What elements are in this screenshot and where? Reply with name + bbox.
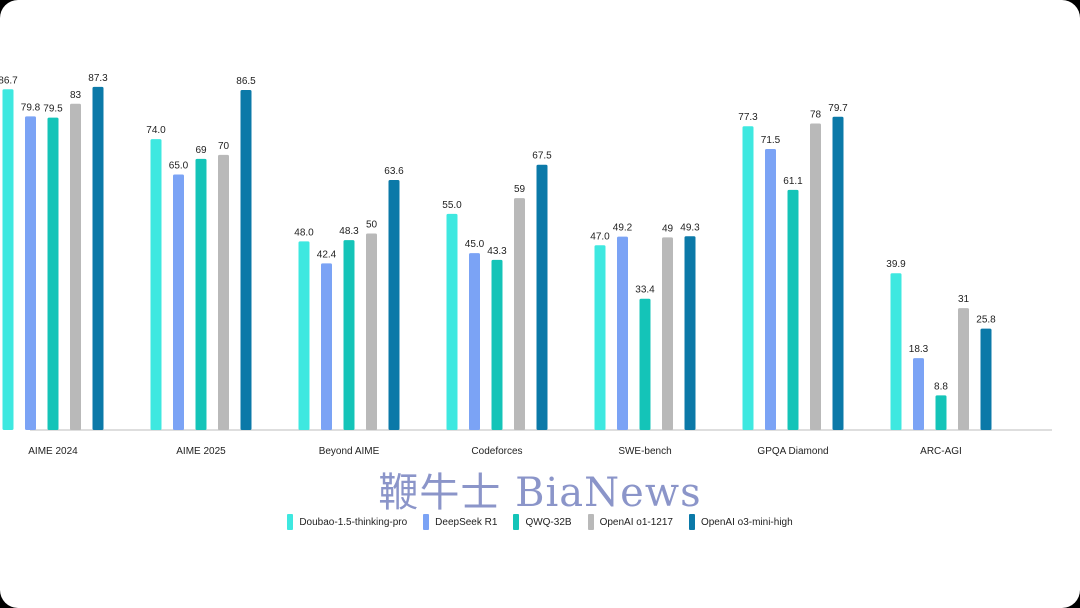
bar-2-3 [366,233,377,430]
data-label-6-3: 31 [958,294,970,305]
data-label-0-1: 79.8 [21,102,41,113]
category-label-2: Beyond AIME [319,446,380,457]
data-label-0-4: 87.3 [88,73,108,84]
bar-0-0 [2,89,14,431]
bar-2-1 [321,263,332,430]
category-label-0: AIME 2024 [28,446,78,457]
bar-chart: 86.7 79.8 79.5 83 87.3 AIME 2024 74.0 65.0 69 70 8… [0,73,1052,457]
data-label-1-1: 65.0 [169,161,189,172]
legend-label-0: Doubao-1.5-thinking-pro [299,516,408,528]
data-label-2-1: 42.4 [317,249,337,260]
data-label-1-0: 74.0 [146,125,166,136]
data-label-4-2: 33.4 [635,285,655,296]
data-label-3-4: 67.5 [532,151,552,162]
bar-1-0 [150,139,162,430]
data-label-6-0: 39.9 [886,259,906,270]
bar-1-3 [218,154,229,430]
legend-label-2: QWQ-32B [525,516,572,528]
bar-5-2 [787,189,799,430]
legend-label-1: DeepSeek R1 [435,516,498,528]
data-label-5-3: 78 [810,109,822,120]
data-label-2-0: 48.0 [294,227,314,238]
bar-2-2 [343,240,355,430]
legend-swatch-1 [423,514,430,530]
legend-label-4: OpenAI o3-mini-high [700,516,793,528]
data-label-1-4: 86.5 [236,76,256,87]
bar-5-3 [810,123,821,431]
legend-item-0: Doubao-1.5-thinking-pro [287,514,407,530]
legend: Doubao-1.5-thinking-pro DeepSeek R1 QWQ-32… [0,514,1080,530]
data-label-0-0: 86.7 [0,75,18,86]
bar-1-4 [240,90,252,431]
data-label-5-1: 71.5 [761,135,781,146]
data-label-6-1: 18.3 [909,344,929,355]
bar-5-1 [765,149,776,430]
bar-4-1 [617,236,628,430]
legend-swatch-2 [513,514,520,530]
data-label-2-4: 63.6 [384,166,404,177]
bar-3-3 [514,198,525,430]
bar-1-2 [195,158,207,430]
bar-0-4 [92,86,104,430]
bar-6-3 [958,308,969,430]
legend-item-2: QWQ-32B [513,514,572,530]
data-label-5-2: 61.1 [783,176,803,187]
bar-3-4 [536,164,548,430]
data-label-0-2: 79.5 [43,104,63,115]
legend-item-3: OpenAI o1-1217 [587,514,673,530]
category-label-4: SWE-bench [618,446,671,457]
data-label-3-1: 45.0 [465,239,485,250]
data-label-4-4: 49.3 [680,222,700,233]
data-label-2-3: 50 [366,220,378,231]
data-label-1-2: 69 [195,145,207,156]
data-label-3-2: 43.3 [487,246,507,257]
category-label-3: Codeforces [471,446,522,457]
legend-item-4: OpenAI o3-mini-high [688,514,793,530]
data-label-6-4: 25.8 [976,315,996,326]
watermark: 鞭牛士 BiaNews [378,470,702,516]
bar-3-0 [446,213,458,430]
legend-swatch-3 [587,514,594,530]
data-label-0-3: 83 [70,90,82,101]
bar-3-2 [491,259,503,430]
bar-6-2 [935,395,947,430]
bar-2-0 [298,241,310,430]
data-label-1-3: 70 [218,141,230,152]
bar-2-4 [388,180,400,430]
bar-6-0 [890,273,902,430]
data-label-5-4: 79.7 [828,103,848,114]
bar-0-1 [25,116,36,431]
bar-1-1 [173,174,184,430]
bar-6-1 [913,358,924,430]
legend-swatch-4 [688,514,695,530]
bar-0-2 [47,117,59,430]
data-label-4-0: 47.0 [590,231,610,242]
legend-item-1: DeepSeek R1 [423,514,497,530]
bar-4-3 [662,237,673,430]
data-label-5-0: 77.3 [738,112,758,123]
data-label-3-3: 59 [514,184,526,195]
bar-5-4 [832,116,844,431]
data-label-6-2: 8.8 [934,381,948,392]
bar-4-0 [594,245,606,430]
category-label-6: ARC-AGI [920,446,962,457]
category-label-1: AIME 2025 [176,446,226,457]
bar-4-2 [639,298,651,430]
data-label-4-1: 49.2 [613,223,633,234]
legend-swatch-0 [287,514,294,530]
bar-4-4 [684,236,696,430]
legend-label-3: OpenAI o1-1217 [599,516,673,528]
bar-0-3 [70,103,81,430]
category-label-5: GPQA Diamond [757,446,828,457]
bar-3-1 [469,253,480,430]
data-label-4-3: 49 [662,223,674,234]
bar-6-4 [980,328,992,430]
data-label-3-0: 55.0 [442,200,462,211]
bar-5-0 [742,126,754,430]
data-label-2-2: 48.3 [339,226,359,237]
